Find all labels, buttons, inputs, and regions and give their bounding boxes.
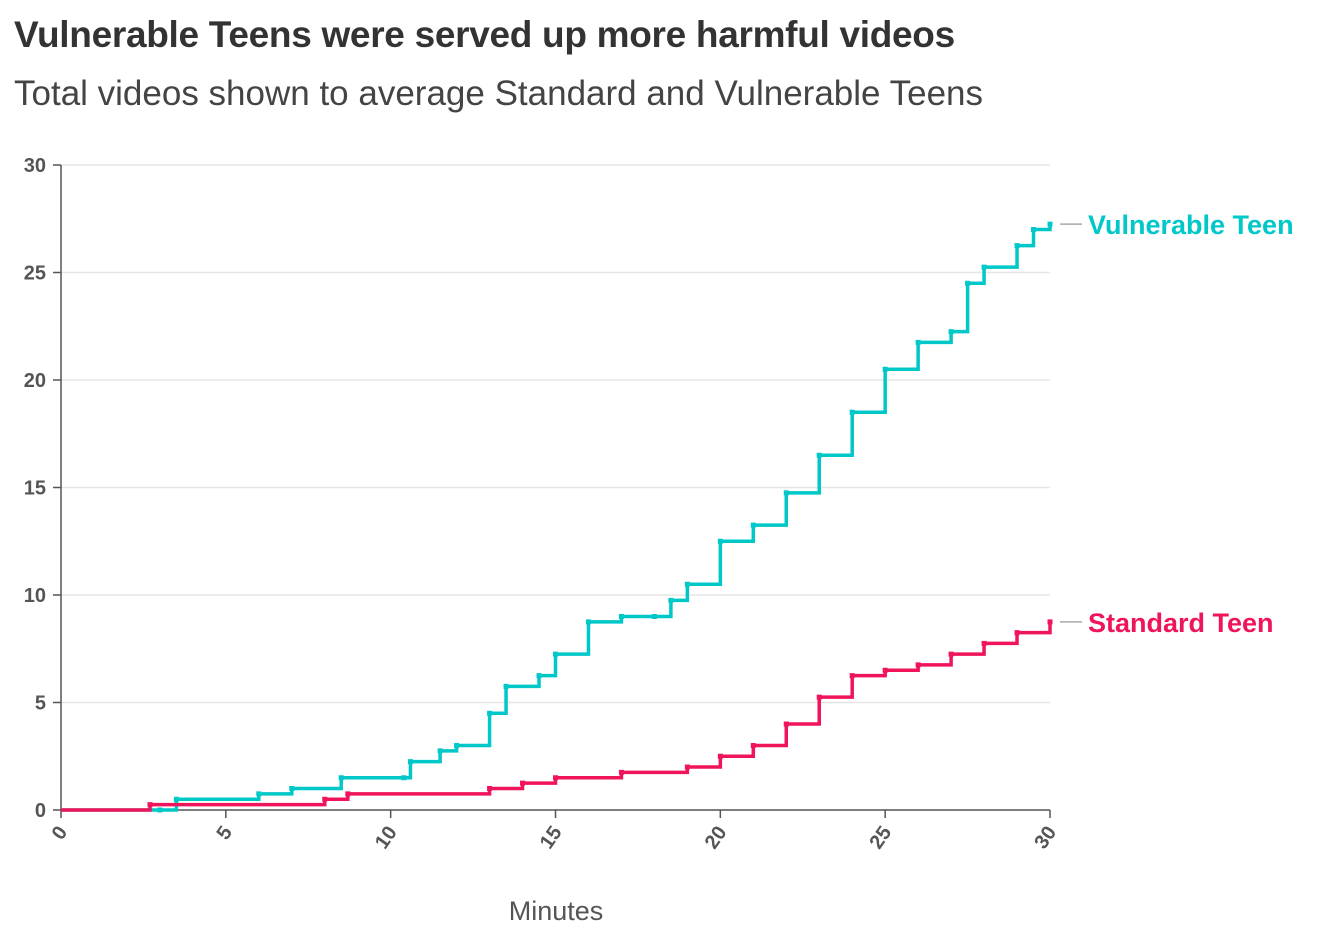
chart-title: Vulnerable Teens were served up more har…: [14, 14, 955, 55]
y-tick-label: 10: [24, 585, 46, 607]
vulnerable-teen-point: [849, 409, 855, 415]
x-tick-label: 0: [48, 822, 72, 844]
vulnerable-teen-point: [157, 807, 163, 813]
y-tick-label: 0: [35, 800, 46, 822]
standard-teen-point: [717, 753, 723, 759]
vulnerable-teen-point: [981, 264, 987, 270]
standard-teen-point: [553, 775, 558, 781]
vulnerable-teen-point: [256, 791, 262, 797]
vulnerable-teen-point: [401, 775, 407, 781]
standard-teen-point: [147, 802, 153, 808]
vulnerable-teen-point: [717, 538, 723, 544]
vulnerable-teen-point: [338, 775, 344, 781]
standard-teen-point: [487, 786, 493, 791]
x-tick-label: 30: [1030, 822, 1061, 853]
standard-teen-point: [882, 667, 888, 673]
standard-teen-point: [816, 694, 822, 700]
vulnerable-teen-point: [684, 581, 690, 587]
y-tick-label: 25: [24, 263, 46, 285]
vulnerable-teen-point: [437, 748, 443, 754]
standard-teen-point: [1047, 619, 1053, 625]
vulnerable-teen-point: [536, 673, 542, 679]
vulnerable-teen-label: Vulnerable Teen: [1088, 210, 1294, 240]
vulnerable-teen-point: [585, 619, 591, 625]
standard-teen-line: [61, 621, 1052, 812]
vulnerable-teen-point: [750, 522, 756, 528]
standard-teen-point: [1014, 630, 1020, 636]
vulnerable-teen-line: [61, 224, 1052, 812]
vulnerable-teen-point: [407, 759, 413, 765]
standard-teen-point: [948, 651, 954, 657]
standard-teen-point: [783, 721, 789, 727]
x-tick-label: 5: [213, 822, 237, 844]
vulnerable-teen-point: [948, 329, 954, 335]
axes: 0 5 10 15 20 25 30 0 5 10 15 20 25 30: [24, 155, 1061, 853]
standard-teen-point: [618, 769, 624, 775]
gridlines: [61, 164, 1050, 704]
x-tick-label: 10: [371, 822, 402, 853]
y-tick-label: 30: [24, 155, 46, 177]
x-tick-label: 20: [701, 822, 732, 853]
vulnerable-teen-point: [783, 490, 789, 496]
vulnerable-teen-point: [651, 614, 657, 619]
y-tick-label: 15: [24, 478, 46, 500]
standard-teen-point: [750, 743, 756, 748]
vulnerable-teen-point: [503, 683, 509, 689]
vulnerable-teen-point: [965, 280, 971, 286]
vulnerable-teen-point: [289, 786, 295, 791]
vulnerable-teen-point: [553, 651, 558, 657]
vulnerable-teen-point: [816, 452, 822, 458]
vulnerable-teen-point: [173, 796, 179, 802]
x-tick-label: 25: [865, 822, 896, 853]
standard-teen-point: [849, 673, 855, 679]
y-tick-label: 5: [35, 693, 46, 715]
series-labels: Vulnerable Teen Standard Teen: [1060, 210, 1294, 638]
y-tick-label: 20: [24, 370, 46, 392]
standard-teen-point: [915, 662, 921, 668]
series-lines: [61, 221, 1053, 813]
vulnerable-teen-point: [1014, 243, 1020, 249]
standard-teen-point: [684, 764, 690, 770]
vulnerable-teen-point: [1031, 227, 1037, 232]
standard-teen-label: Standard Teen: [1088, 608, 1274, 638]
vulnerable-teen-point: [1047, 221, 1053, 227]
chart-subtitle: Total videos shown to average Standard a…: [14, 74, 983, 113]
standard-teen-point: [520, 780, 526, 786]
vulnerable-teen-point: [915, 339, 921, 345]
vulnerable-teen-point: [882, 366, 888, 372]
standard-teen-point: [981, 640, 987, 646]
vulnerable-teen-point: [618, 614, 624, 619]
x-tick-label: 15: [536, 822, 567, 853]
vulnerable-teen-point: [454, 743, 460, 748]
standard-teen-point: [322, 796, 328, 802]
standard-teen-point: [345, 791, 351, 797]
vulnerable-teen-point: [668, 597, 674, 603]
x-axis-label: Minutes: [509, 896, 604, 926]
vulnerable-teen-point: [487, 710, 493, 716]
